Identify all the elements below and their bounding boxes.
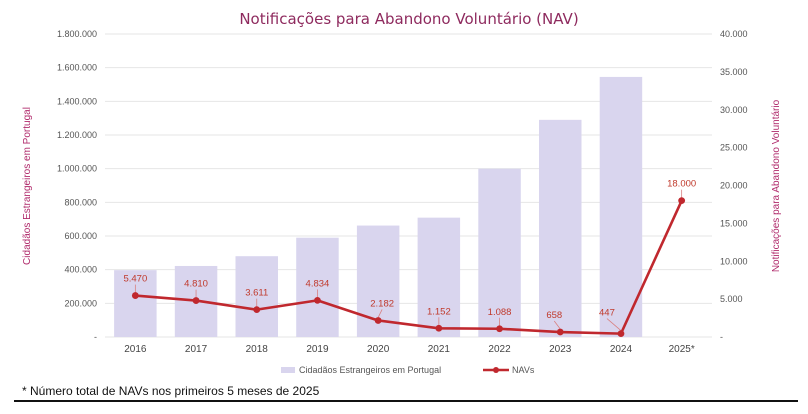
left-tick-label: 1.800.000 [57,29,97,39]
bar-series [114,76,643,338]
line-point [374,317,382,324]
legend-swatch-marker [493,367,499,373]
left-tick-label: - [94,332,97,342]
right-axis-title: Notificações para Abandono Voluntário [771,99,782,272]
left-axis-ticks: - 200.000 400.000 600.000 800.000 1.000.000 1.… [57,29,97,342]
data-label: 658 [546,310,562,321]
bar [539,119,582,337]
bar [599,76,643,338]
data-label: 4.834 [306,278,330,289]
right-tick-label: 25.000 [720,143,748,153]
line-point [617,330,625,338]
line-series: 5.470 4.810 3.611 4.834 2.182 1.152 1.088 658 44… [123,179,696,338]
x-tick-label: 2018 [246,344,269,355]
right-tick-label: - [720,332,723,342]
left-tick-label: 400.000 [64,265,97,275]
bar [296,237,339,337]
right-tick-label: 5.000 [720,294,743,304]
line-point [192,297,200,304]
x-tick-label: 2016 [124,344,147,355]
data-label: 1.088 [488,307,512,318]
right-tick-label: 15.000 [720,218,748,228]
left-tick-label: 1.200.000 [57,130,97,140]
line-point [314,296,321,304]
data-label: 4.810 [184,279,208,290]
x-axis-ticks: 2016 2017 2018 2019 2020 2021 2022 2023 2024 2025… [124,344,695,355]
chart-title: Notificações para Abandono Voluntário (N… [239,10,578,28]
x-tick-label: 2019 [306,344,329,355]
data-label: 447 [599,308,615,319]
x-tick-label: 2022 [488,344,511,355]
left-tick-label: 1.600.000 [57,63,97,73]
data-label-leader [377,309,383,318]
data-label-leader [553,320,561,330]
left-axis-title: Cidadãos Estrangeiros em Portugal [22,107,33,265]
line-point [556,328,564,336]
nav-line [135,200,683,335]
right-axis-ticks: - 5.000 10.000 15.000 20.000 25.000 30.000 35.0… [720,29,748,342]
right-tick-label: 35.000 [720,67,748,77]
line-point [253,306,261,314]
line-point [678,197,686,205]
legend-label-bars: Cidadãos Estrangeiros em Portugal [299,365,441,375]
line-point [496,325,503,333]
data-label: 3.611 [245,288,268,299]
left-tick-label: 1.000.000 [57,164,97,174]
x-tick-label: 2021 [428,344,451,355]
legend: Cidadãos Estrangeiros em Portugal NAVs [281,365,535,375]
left-tick-label: 200.000 [64,298,97,308]
data-label: 18.000 [667,179,696,190]
line-point [435,324,443,332]
right-tick-label: 20.000 [720,181,748,191]
x-tick-label: 2023 [549,344,572,355]
bar [235,256,278,337]
right-tick-label: 40.000 [720,29,748,39]
x-tick-label: 2025* [669,344,695,355]
x-tick-label: 2024 [610,344,633,355]
data-label: 5.470 [123,274,147,285]
line-point [131,292,139,299]
legend-swatch-bars [281,367,295,373]
x-tick-label: 2020 [367,344,390,355]
data-label: 1.152 [427,306,451,317]
left-tick-label: 600.000 [64,231,97,241]
left-tick-label: 1.400.000 [57,96,97,106]
data-label: 2.182 [370,298,394,309]
legend-label-line: NAVs [512,365,535,375]
right-tick-label: 30.000 [720,105,748,115]
left-tick-label: 800.000 [64,197,97,207]
bar [417,217,461,337]
data-label-leader [606,318,622,331]
x-tick-label: 2017 [185,344,208,355]
bar [114,270,157,337]
bottom-rule [14,400,798,402]
footnote: * Número total de NAVs nos primeiros 5 m… [22,384,320,398]
right-tick-label: 10.000 [720,256,748,266]
bar [478,168,521,337]
